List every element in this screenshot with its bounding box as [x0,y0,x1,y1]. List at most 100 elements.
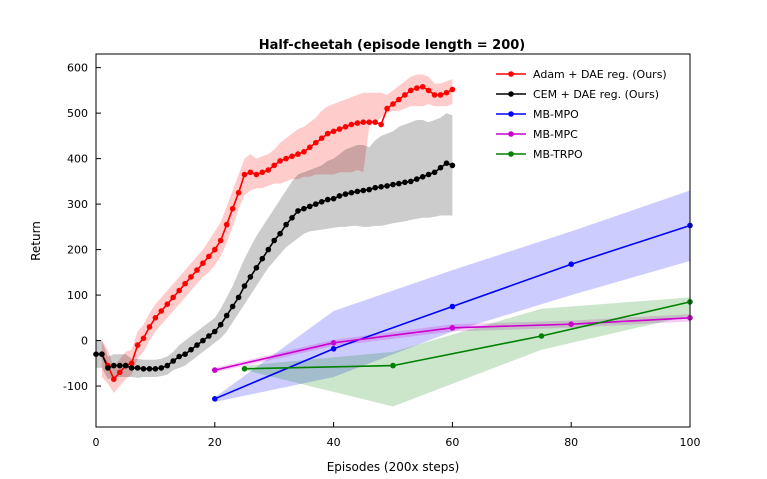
x-tick-label-5: 100 [680,436,701,449]
point-series-0-26 [253,171,260,178]
point-series-0-13 [176,287,182,294]
point-series-1-1 [99,351,105,358]
point-series-1-36 [307,203,313,210]
point-series-0-51 [402,92,408,98]
point-series-0-17 [200,260,206,267]
point-series-0-31 [283,155,289,162]
y-tick-label-1: 0 [81,335,88,348]
point-series-0-12 [170,294,176,301]
x-tick-label-1: 20 [208,436,222,449]
point-series-1-31 [277,230,283,237]
legend-label-4: MB-TRPO [533,148,583,161]
point-series-1-38 [318,199,325,205]
point-series-0-37 [318,135,325,141]
point-series-1-50 [390,181,396,188]
legend-marker-3 [508,131,514,137]
point-series-0-59 [449,86,456,93]
point-series-1-28 [259,255,266,262]
y-tick-label-0: -100 [63,380,88,393]
point-series-0-57 [437,92,444,98]
legend-label-0: Adam + DAE reg. (Ours) [533,68,667,81]
point-series-1-54 [414,176,420,182]
point-series-4-1 [390,362,396,369]
point-series-0-56 [431,92,438,98]
point-series-0-22 [229,205,236,212]
point-series-0-28 [265,167,272,173]
legend: Adam + DAE reg. (Ours) CEM + DAE reg. (Ou… [496,68,667,161]
point-series-0-49 [390,101,396,107]
point-series-1-6 [128,365,135,371]
point-series-1-13 [170,358,176,364]
point-series-1-37 [313,201,319,207]
point-series-0-21 [223,221,230,228]
point-series-1-33 [289,215,295,221]
point-series-0-42 [348,121,355,128]
point-series-0-50 [396,96,402,103]
point-series-1-4 [117,362,123,369]
y-axis-label: Return [29,221,43,261]
point-series-1-46 [366,186,373,193]
point-series-1-48 [378,184,384,190]
point-series-0-8 [146,324,153,330]
point-series-0-34 [301,149,307,155]
band-series-4 [244,297,690,407]
point-series-2-1 [330,346,337,352]
point-series-0-55 [425,87,432,94]
point-series-3-0 [212,367,218,373]
point-series-0-44 [360,119,367,125]
point-series-0-54 [419,84,426,90]
band-series-1 [96,113,453,380]
point-series-0-39 [330,128,337,135]
point-series-0-10 [158,308,165,314]
y-tick-label-3: 200 [67,244,88,257]
point-series-0-33 [295,151,301,157]
point-series-0-24 [241,171,248,178]
series-points [93,84,693,402]
point-series-1-57 [431,169,438,176]
point-series-3-3 [568,321,574,328]
point-series-0-38 [324,130,331,137]
x-tick-label-2: 40 [327,436,341,449]
legend-marker-4 [508,151,514,157]
point-series-0-7 [140,335,147,342]
point-series-1-52 [402,179,408,186]
point-series-1-30 [271,237,278,244]
point-series-0-2 [111,376,117,383]
point-series-1-17 [194,342,200,348]
x-axis-label: Episodes (200x steps) [327,460,460,474]
point-series-1-14 [176,353,182,360]
point-series-0-19 [212,246,218,253]
point-series-2-2 [449,303,456,310]
point-series-0-48 [384,105,390,112]
point-series-0-6 [134,342,141,348]
point-series-1-55 [419,174,426,180]
point-series-1-3 [111,362,117,369]
point-series-0-18 [206,253,212,260]
point-series-2-0 [212,396,218,402]
point-series-1-59 [443,160,450,166]
point-series-0-35 [307,144,313,151]
point-series-1-40 [330,195,337,202]
legend-label-1: CEM + DAE reg. (Ours) [533,88,659,101]
point-series-1-60 [449,162,456,169]
point-series-1-34 [295,208,301,214]
point-series-0-29 [271,162,278,169]
point-series-1-8 [140,366,147,372]
point-series-1-12 [164,362,171,369]
point-series-1-27 [253,265,260,271]
point-series-1-19 [206,333,212,339]
point-series-0-9 [152,315,159,321]
point-series-3-1 [330,340,337,346]
y-tick-label-5: 400 [67,153,88,166]
y-tick-label-2: 100 [67,289,88,302]
line-series-4 [244,301,691,370]
point-series-1-9 [146,366,153,372]
plot-frame [95,53,691,428]
band-series-0 [101,74,453,393]
x-tick-label-0: 0 [93,436,100,449]
x-tick-label-3: 60 [445,436,459,449]
point-series-1-11 [158,365,165,371]
point-series-0-14 [182,280,188,287]
point-series-1-26 [247,274,254,280]
point-series-1-22 [223,312,230,319]
